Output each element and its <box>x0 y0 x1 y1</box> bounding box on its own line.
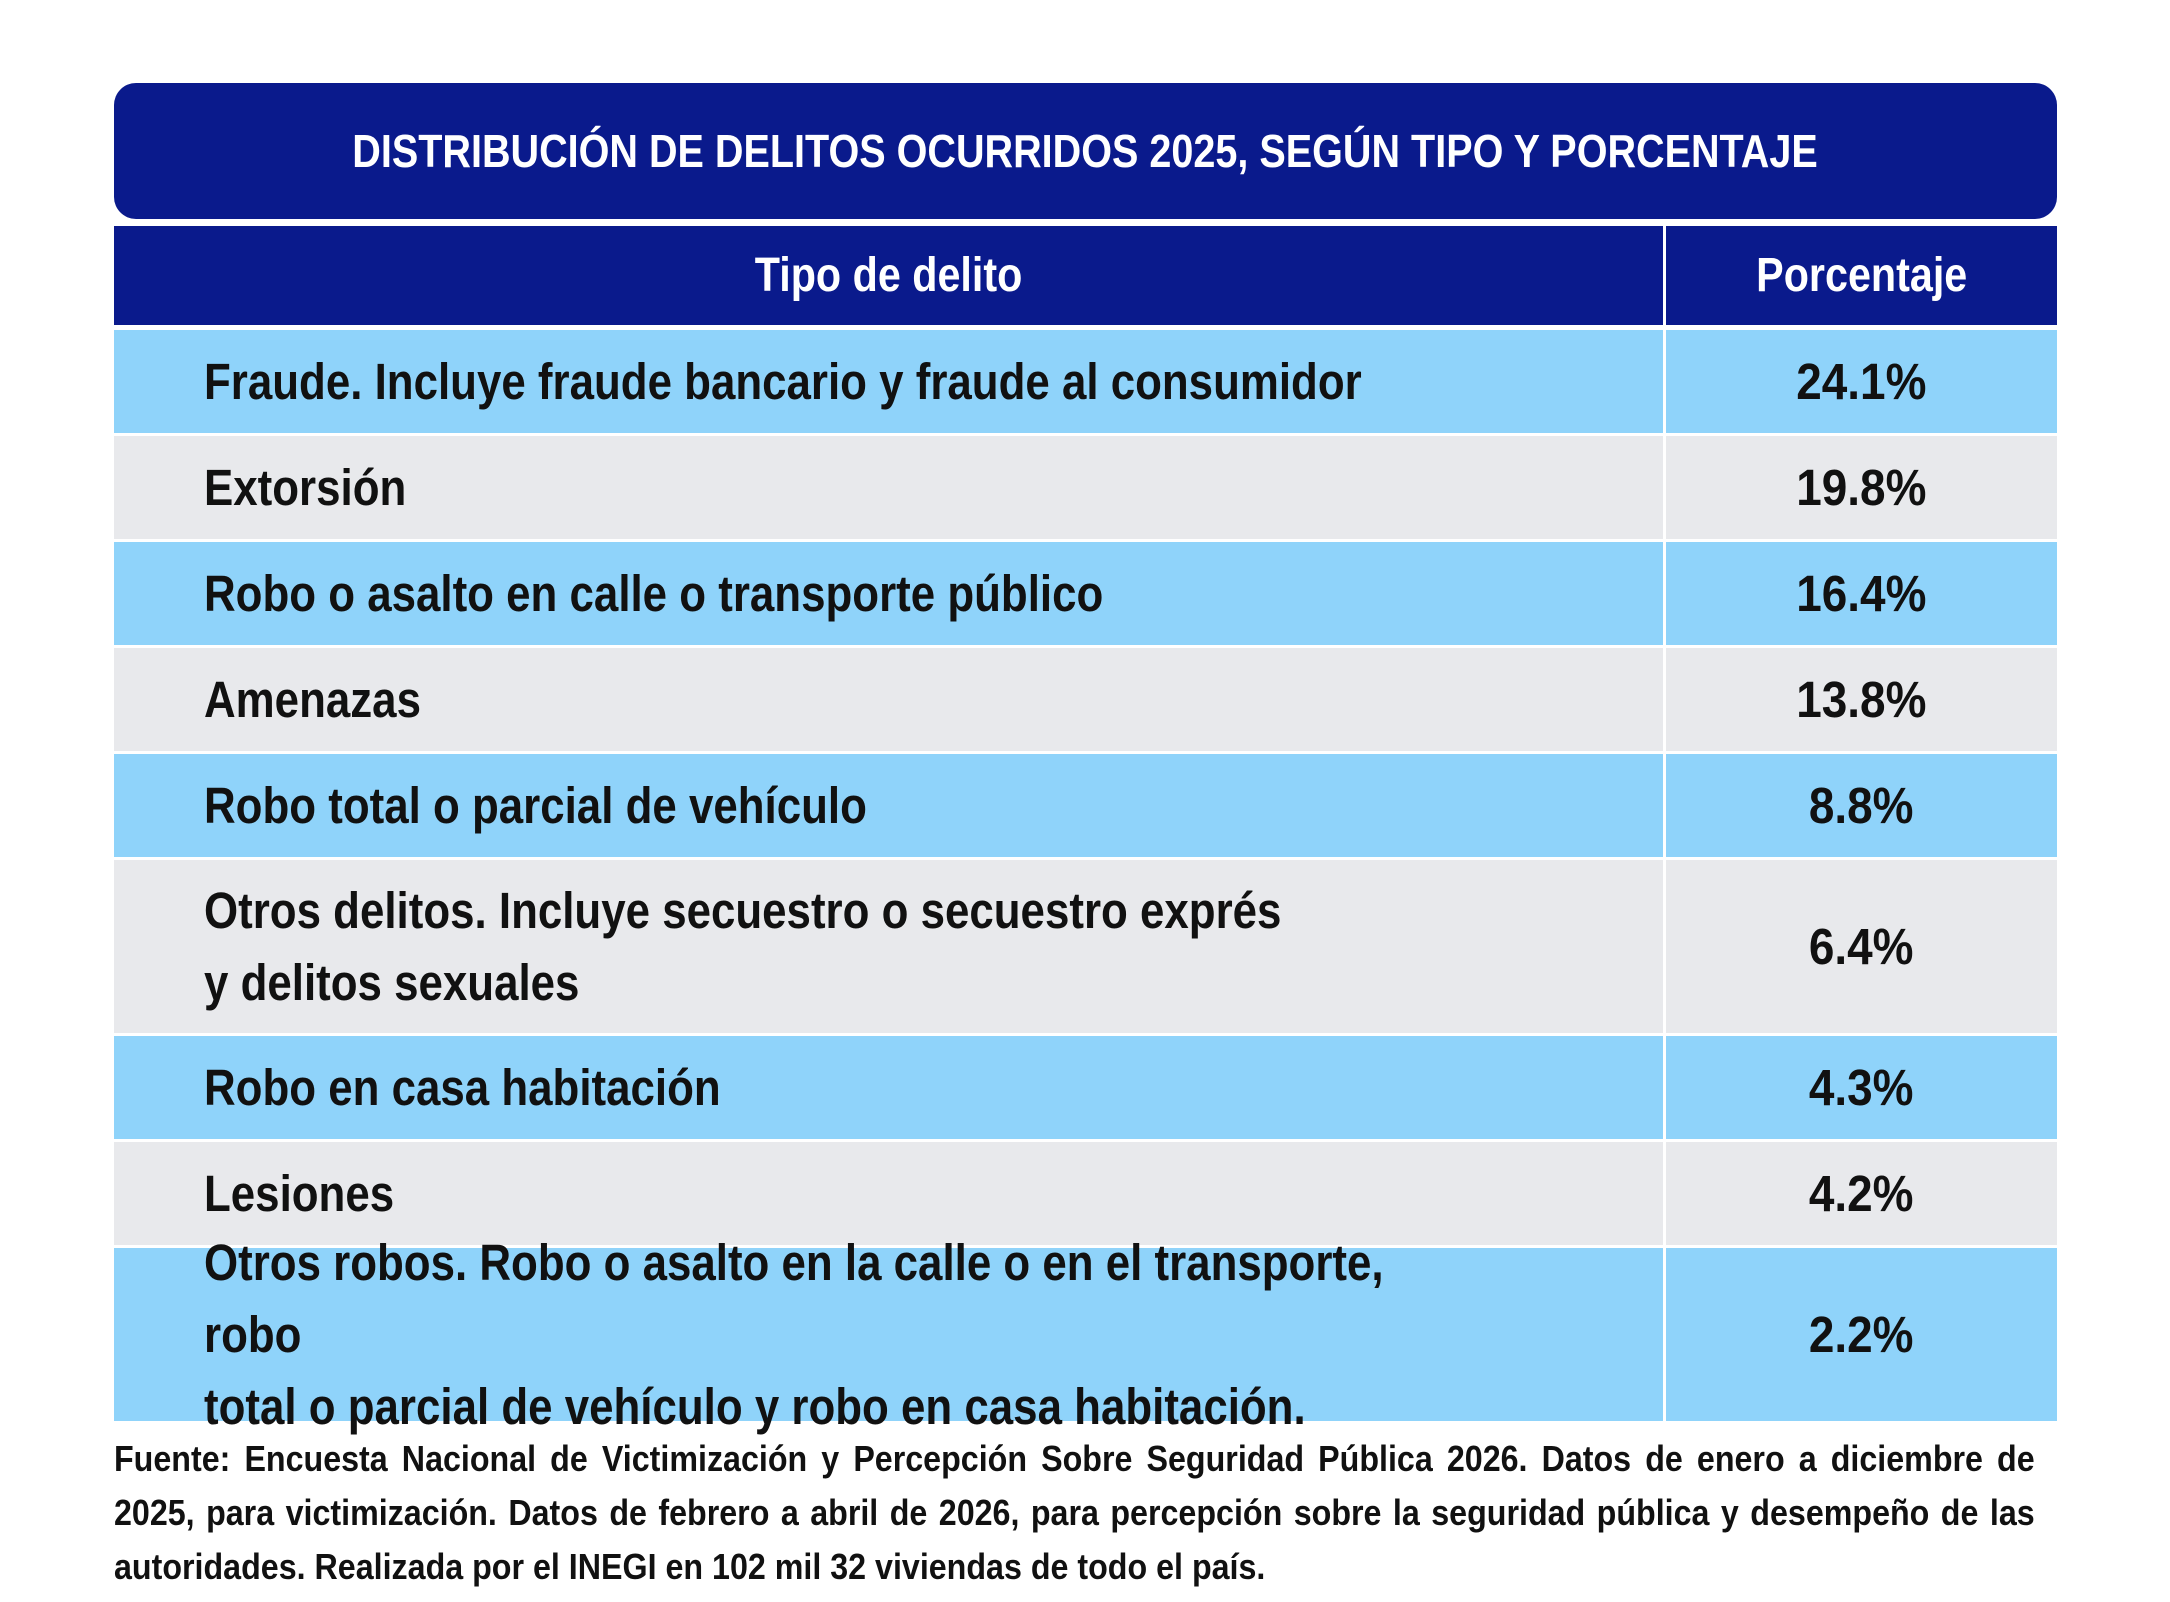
percentage-value: 8.8% <box>1809 776 1914 834</box>
header-tipo-de-delito: Tipo de delito <box>114 226 1666 325</box>
percentage-value: 4.3% <box>1809 1058 1914 1116</box>
crime-type-cell: Otros delitos. Incluye secuestro o secue… <box>114 860 1666 1033</box>
crime-type-label: Otros robos. Robo o asalto en la calle o… <box>204 1233 1384 1435</box>
percentage-value: 4.2% <box>1809 1164 1914 1222</box>
crime-type-label: Lesiones <box>204 1164 395 1222</box>
percentage-value: 13.8% <box>1796 670 1927 728</box>
percentage-cell: 4.2% <box>1666 1142 2057 1245</box>
percentage-cell: 8.8% <box>1666 754 2057 857</box>
crime-table: Tipo de delito Porcentaje Fraude. Incluy… <box>114 226 2057 1435</box>
crime-type-cell: Lesiones <box>114 1142 1666 1245</box>
table-row: Robo en casa habitación 4.3% <box>114 1036 2057 1142</box>
table-row: Robo total o parcial de vehículo 8.8% <box>114 754 2057 860</box>
percentage-cell: 2.2% <box>1666 1248 2057 1421</box>
crime-type-label: Otros delitos. Incluye secuestro o secue… <box>204 881 1282 1011</box>
percentage-cell: 24.1% <box>1666 330 2057 433</box>
crime-type-label: Robo o asalto en calle o transporte públ… <box>204 564 1104 622</box>
table-row: Otros robos. Robo o asalto en la calle o… <box>114 1234 2057 1435</box>
percentage-value: 19.8% <box>1796 458 1927 516</box>
crime-type-label: Fraude. Incluye fraude bancario y fraude… <box>204 352 1362 410</box>
crime-type-label: Amenazas <box>204 670 421 728</box>
crime-type-cell: Otros robos. Robo o asalto en la calle o… <box>114 1234 1666 1435</box>
table-row: Extorsión 19.8% <box>114 436 2057 542</box>
percentage-cell: 13.8% <box>1666 648 2057 751</box>
header-porcentaje: Porcentaje <box>1755 249 1968 302</box>
table-header-row: Tipo de delito Porcentaje <box>114 226 2057 330</box>
table-title-text: DISTRIBUCIÓN DE DELITOS OCURRIDOS 2025, … <box>352 125 1819 177</box>
crime-type-cell: Amenazas <box>114 648 1666 751</box>
table-row: Amenazas 13.8% <box>114 648 2057 754</box>
table-body: Fraude. Incluye fraude bancario y fraude… <box>114 330 2057 1435</box>
table-row: Robo o asalto en calle o transporte públ… <box>114 542 2057 648</box>
percentage-value: 2.2% <box>1809 1305 1914 1363</box>
crime-type-cell: Robo o asalto en calle o transporte públ… <box>114 542 1666 645</box>
crime-type-cell: Robo en casa habitación <box>114 1036 1666 1139</box>
table-row: Lesiones 4.2% <box>114 1142 2057 1248</box>
crime-type-label: Extorsión <box>204 458 407 516</box>
crime-type-cell: Robo total o parcial de vehículo <box>114 754 1666 857</box>
crime-type-label: Robo total o parcial de vehículo <box>204 776 867 834</box>
table-title: DISTRIBUCIÓN DE DELITOS OCURRIDOS 2025, … <box>114 83 2057 219</box>
table-row: Fraude. Incluye fraude bancario y fraude… <box>114 330 2057 436</box>
table-row: Otros delitos. Incluye secuestro o secue… <box>114 860 2057 1036</box>
source-footnote: Fuente: Encuesta Nacional de Victimizaci… <box>114 1438 2035 1587</box>
crime-type-label: Robo en casa habitación <box>204 1058 721 1116</box>
crime-type-cell: Fraude. Incluye fraude bancario y fraude… <box>114 330 1666 433</box>
percentage-value: 6.4% <box>1809 917 1914 975</box>
percentage-cell: 4.3% <box>1666 1036 2057 1139</box>
percentage-cell: 16.4% <box>1666 542 2057 645</box>
percentage-value: 24.1% <box>1796 352 1927 410</box>
percentage-value: 16.4% <box>1796 564 1927 622</box>
percentage-cell: 19.8% <box>1666 436 2057 539</box>
crime-type-cell: Extorsión <box>114 436 1666 539</box>
percentage-cell: 6.4% <box>1666 860 2057 1033</box>
